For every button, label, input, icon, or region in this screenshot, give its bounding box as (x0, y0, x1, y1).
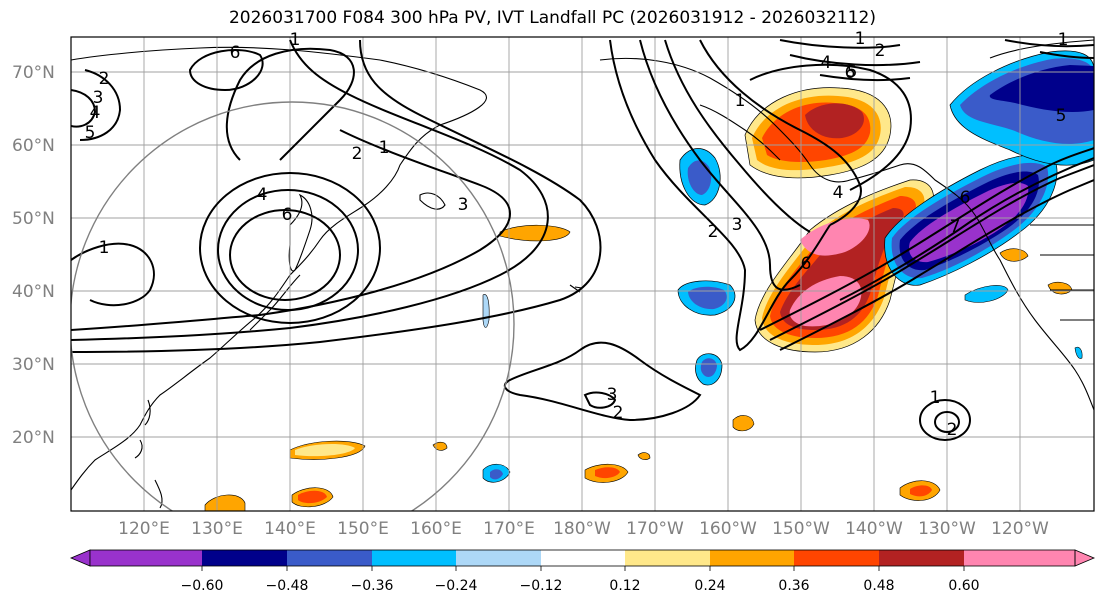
colorbar-tick-label: −0.24 (435, 578, 478, 594)
contour-label: 4 (257, 185, 268, 205)
contour-label: 6 (282, 205, 293, 225)
colorbar-tick-label: 0.24 (694, 578, 725, 594)
map-title: 2026031700 F084 300 hPa PV, IVT Landfall… (228, 8, 876, 28)
contour-label: 2 (947, 420, 958, 440)
contour-label: 2 (875, 41, 886, 61)
lat-label: 70°N (12, 63, 55, 83)
map-frame (70, 36, 1095, 512)
contour-label: 2 (708, 222, 719, 242)
lat-label: 40°N (12, 282, 55, 302)
lon-label: 150°E (337, 519, 389, 539)
colorbar-bin (710, 550, 794, 566)
lat-label: 50°N (12, 209, 55, 229)
colorbar-bin (964, 550, 1075, 566)
lon-label: 120°W (991, 519, 1049, 539)
contour-label: 1 (930, 388, 941, 408)
contour-label: 1 (735, 91, 746, 111)
colorbar-bin (794, 550, 879, 566)
colorbar-bin (287, 550, 372, 566)
lat-label: 30°N (12, 355, 55, 375)
colorbar: −0.60 −0.48 −0.36 −0.24 −0.12 0.12 0.24 0.36 0.4… (69, 549, 1096, 594)
lon-label: 180°W (553, 519, 611, 539)
lon-label: 170°E (483, 519, 535, 539)
colorbar-tick-label: 0.12 (609, 578, 640, 594)
contour-label: 4 (833, 183, 844, 203)
colorbar-extend-max (1074, 549, 1096, 567)
contour-label: 2 (352, 144, 363, 164)
colorbar-tick-label: −0.12 (520, 578, 563, 594)
contour-label: 1 (290, 30, 301, 50)
colorbar-bin (90, 550, 202, 566)
colorbar-tick-label: 0.60 (948, 578, 979, 594)
contour-label: 7 (950, 217, 961, 237)
lon-label: 130°E (191, 519, 243, 539)
lat-label: 60°N (12, 136, 55, 156)
graticule (71, 37, 1094, 511)
lat-label: 20°N (12, 428, 55, 448)
colorbar-tick-label: −0.36 (351, 578, 394, 594)
colorbar-tick-label: −0.48 (266, 578, 309, 594)
contour-label: 1 (379, 138, 390, 158)
contour-label: 5 (85, 123, 96, 143)
contour-label: 5 (847, 62, 858, 82)
contour-label: 6 (801, 254, 812, 274)
distance-ring (71, 101, 515, 511)
colorbar-tick-label: 0.36 (778, 578, 809, 594)
colorbar-extend-min (69, 549, 91, 567)
lon-label: 150°W (772, 519, 830, 539)
contour-label: 2 (613, 403, 624, 423)
lon-label: 140°E (264, 519, 316, 539)
contour-label: 6 (230, 43, 241, 63)
contour-label: 6 (845, 63, 856, 83)
lon-label: 160°E (410, 519, 462, 539)
colorbar-bin (625, 550, 710, 566)
longitude-labels: 120°E 130°E 140°E 150°E 160°E 170°E 180°… (118, 519, 1049, 539)
lon-label: 120°E (118, 519, 170, 539)
colorbar-bin (372, 550, 456, 566)
pv-contours (71, 39, 1094, 441)
latitude-labels: 70°N 60°N 50°N 40°N 30°N 20°N (12, 63, 55, 448)
lon-label: 160°W (699, 519, 757, 539)
contour-label: 3 (458, 195, 469, 215)
contour-label: 3 (607, 385, 618, 405)
contour-label: 6 (960, 188, 971, 208)
colorbar-frame (89, 549, 1076, 567)
lon-label: 140°W (845, 519, 903, 539)
lon-label: 170°W (626, 519, 684, 539)
contour-label: 2 (99, 69, 110, 89)
colorbar-tick-label: 0.48 (863, 578, 894, 594)
contour-label: 4 (821, 53, 832, 73)
contour-label: 1 (1058, 30, 1069, 50)
contour-label: 1 (99, 238, 110, 258)
lon-label: 130°W (918, 519, 976, 539)
contour-label: 1 (855, 29, 866, 49)
contour-label: 4 (90, 103, 101, 123)
contour-label: 3 (732, 215, 743, 235)
colorbar-bin (541, 550, 625, 566)
colorbar-tick-label: −0.60 (181, 578, 224, 594)
colorbar-bin (456, 550, 541, 566)
colorbar-bin (202, 550, 287, 566)
contour-label: 3 (93, 88, 104, 108)
contour-label: 5 (1056, 106, 1067, 126)
colorbar-bin (879, 550, 964, 566)
